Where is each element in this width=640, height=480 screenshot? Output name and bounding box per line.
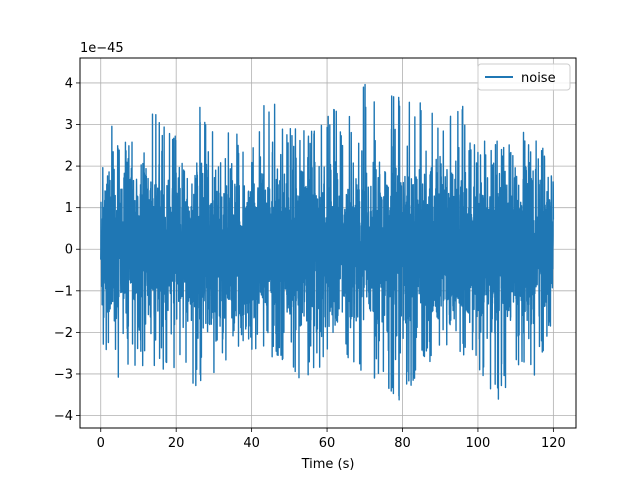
series-noise — [100, 83, 555, 401]
legend-box — [477, 63, 571, 91]
y-tick-label: −1 — [54, 284, 73, 299]
y-tick-label: −2 — [54, 326, 73, 341]
x-axis-label: Time (s) — [301, 457, 355, 472]
y-tick-label: 4 — [65, 76, 73, 91]
plot-area-frame — [79, 57, 577, 429]
legend-label-noise: noise — [521, 71, 556, 86]
legend: noise — [477, 63, 571, 91]
y-tick-label: 2 — [65, 160, 73, 175]
noise-line — [100, 83, 555, 401]
x-tick-label: 0 — [97, 436, 105, 451]
x-tick-label: 120 — [541, 436, 566, 451]
x-tick-label: 40 — [243, 436, 260, 451]
x-tick-label: 20 — [168, 436, 185, 451]
y-tick-label: 1 — [65, 201, 73, 216]
y-tick-label: −3 — [54, 367, 73, 382]
x-tick-label: 80 — [394, 436, 411, 451]
y-tick-label: 0 — [65, 243, 73, 258]
y-tick-label: −4 — [54, 409, 73, 424]
y-offset-label: 1e−45 — [80, 41, 124, 56]
y-axis-ticks: −4 −3 −2 −1 0 1 2 3 4 — [54, 76, 80, 424]
y-tick-label: 3 — [65, 118, 73, 133]
x-tick-label: 60 — [319, 436, 336, 451]
x-tick-label: 100 — [466, 436, 491, 451]
x-axis-ticks: 0 20 40 60 80 100 120 — [97, 428, 566, 451]
